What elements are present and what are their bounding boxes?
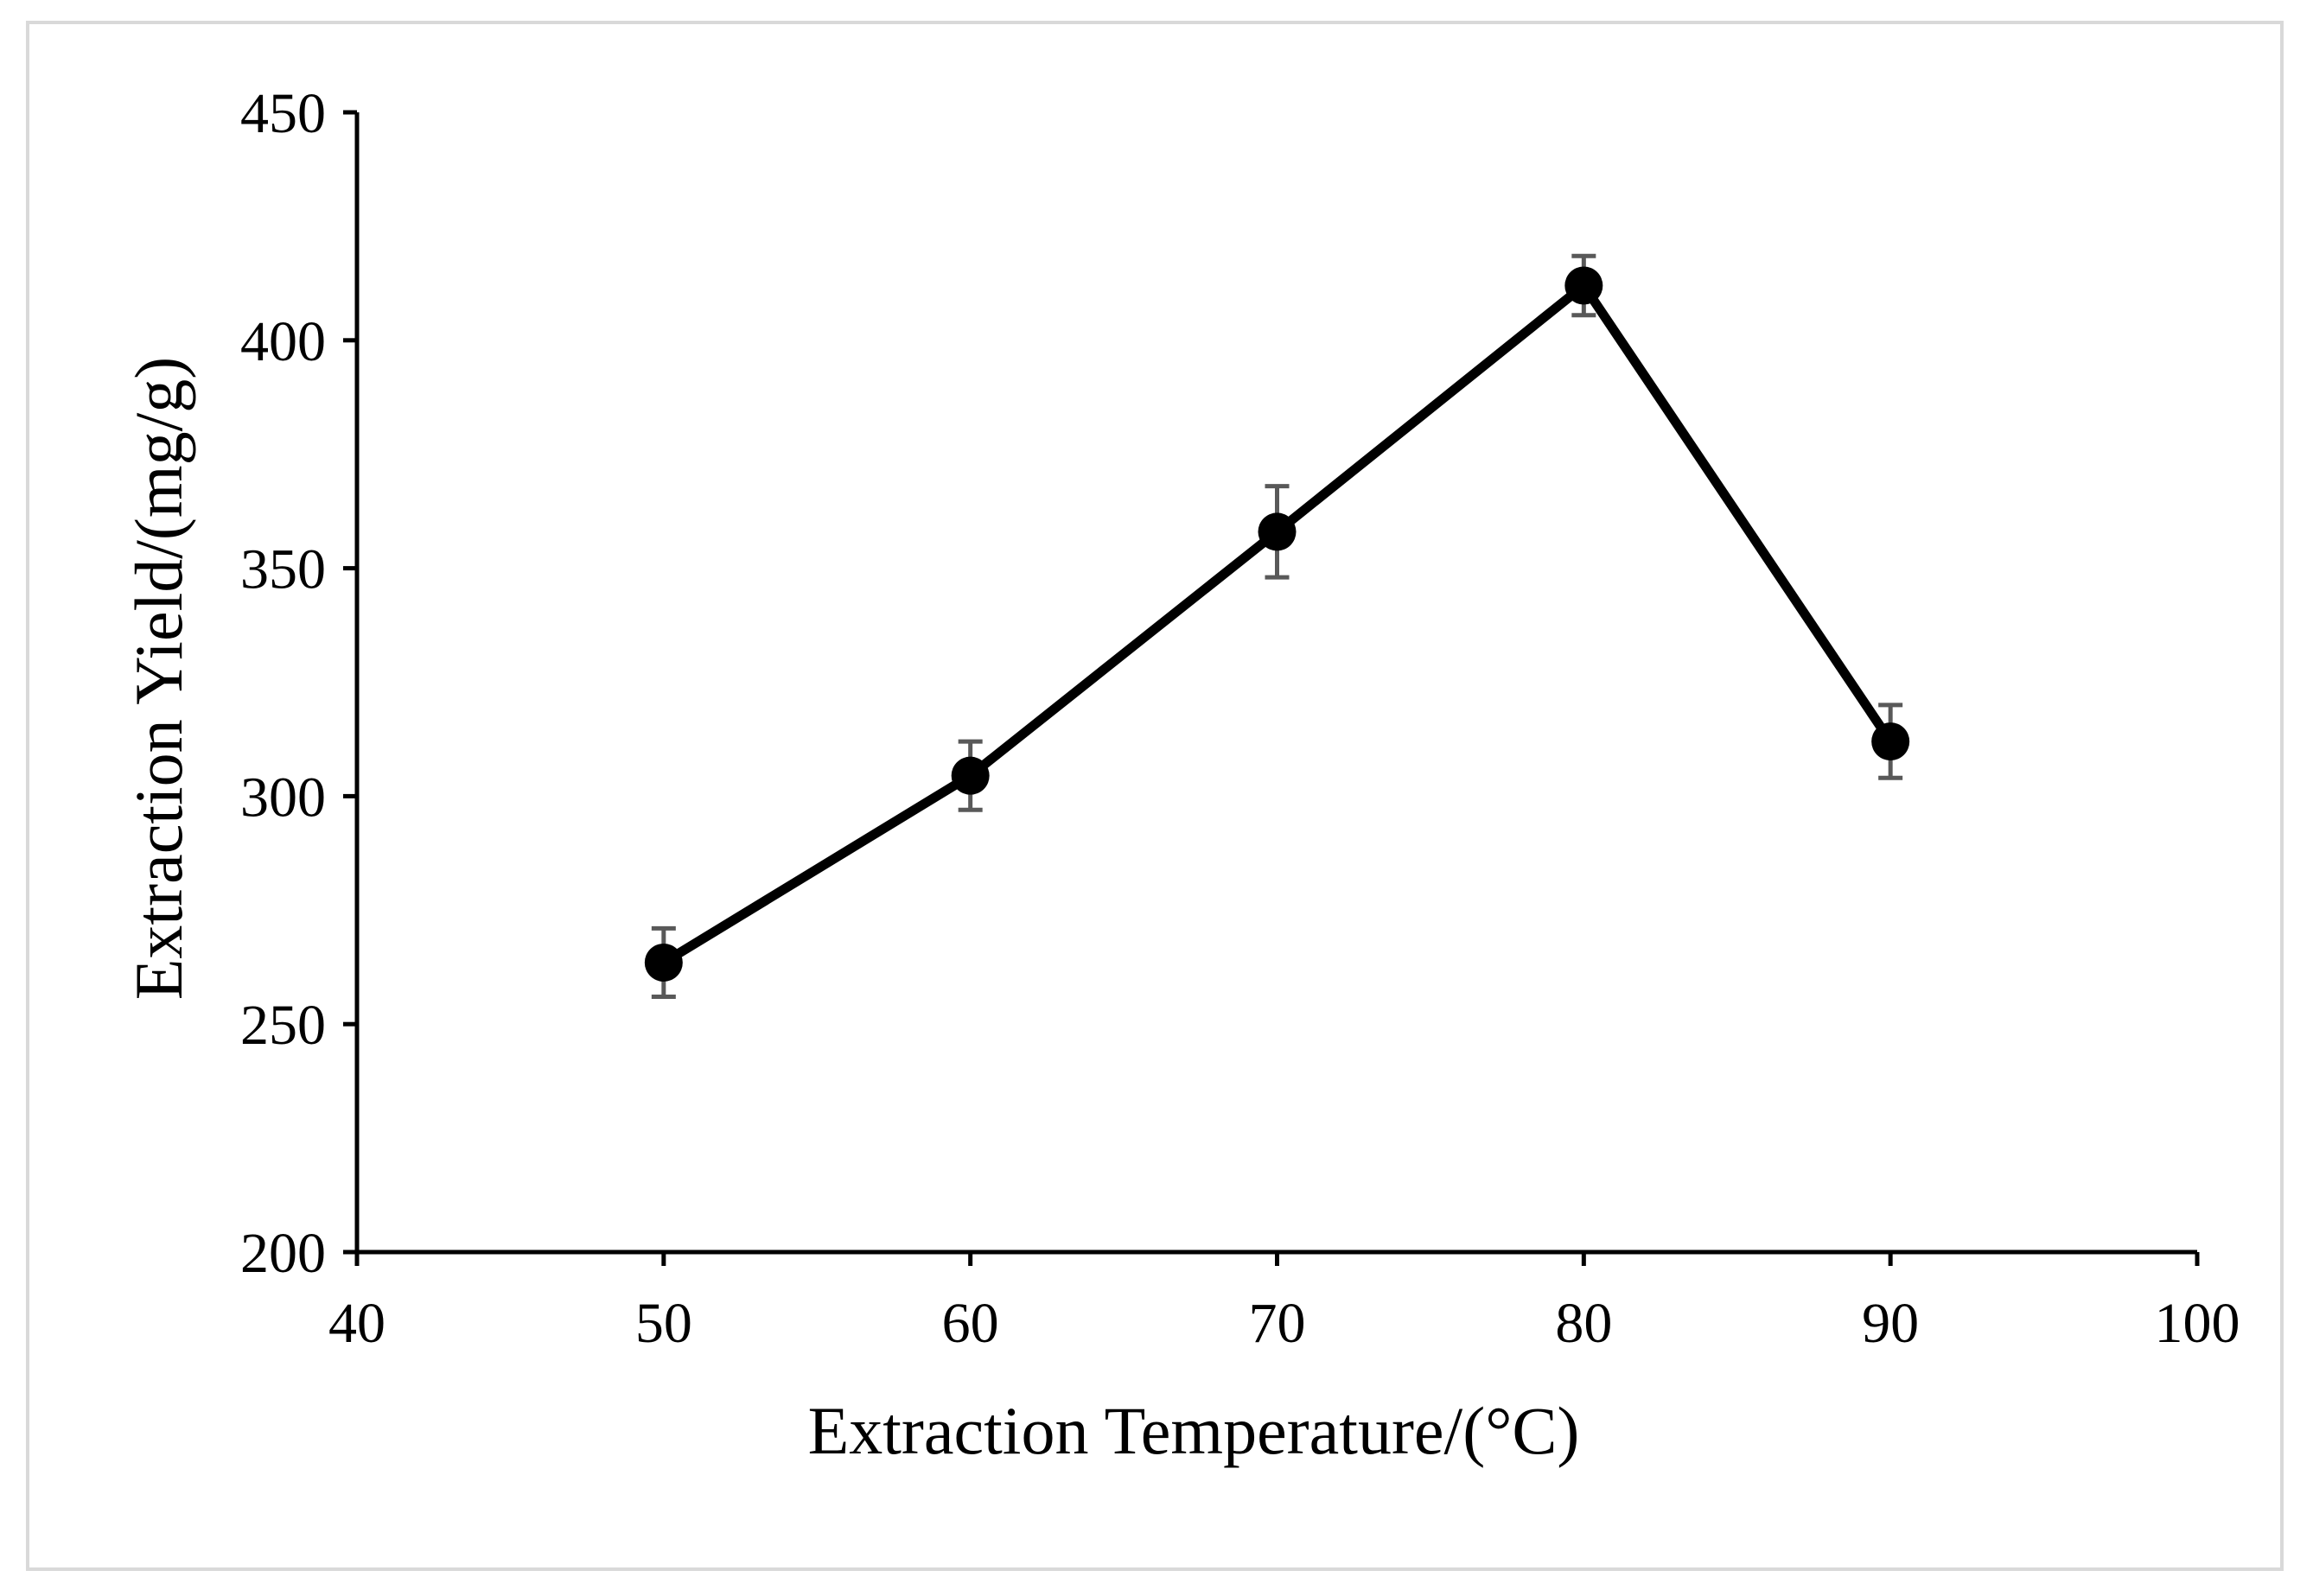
chart-frame [26, 21, 2284, 1571]
data-point [1258, 512, 1297, 551]
markers [644, 266, 1910, 982]
ticks [343, 110, 2200, 1266]
y-tick-label: 250 [240, 994, 326, 1057]
x-tick-label: 50 [635, 1292, 692, 1355]
series-line [659, 280, 1896, 968]
data-point [644, 943, 683, 982]
x-tick-label: 60 [942, 1292, 999, 1355]
axes [354, 112, 2197, 1255]
y-tick-label: 350 [240, 538, 326, 601]
y-axis-title: Extraction Yield/(mg/g) [121, 357, 196, 1000]
y-tick-label: 300 [240, 766, 326, 829]
data-point [951, 756, 990, 795]
series-lines [659, 280, 1896, 968]
x-tick-label: 100 [2155, 1292, 2240, 1355]
tick-labels: 40 50 60 70 80 90 100 200 250 300 350 400 450 [240, 82, 2240, 1355]
error-bars [651, 253, 1903, 1000]
y-tick-label: 450 [240, 82, 326, 145]
x-tick-label: 80 [1555, 1292, 1612, 1355]
y-tick-label: 400 [240, 310, 326, 373]
x-axis-title: Extraction Temperature/(°C) [808, 1393, 1580, 1468]
y-tick-label: 200 [240, 1222, 326, 1285]
x-tick-label: 90 [1862, 1292, 1919, 1355]
x-tick-label: 70 [1249, 1292, 1306, 1355]
data-point [1564, 266, 1603, 305]
data-point [1871, 722, 1910, 761]
x-tick-label: 40 [328, 1292, 386, 1355]
